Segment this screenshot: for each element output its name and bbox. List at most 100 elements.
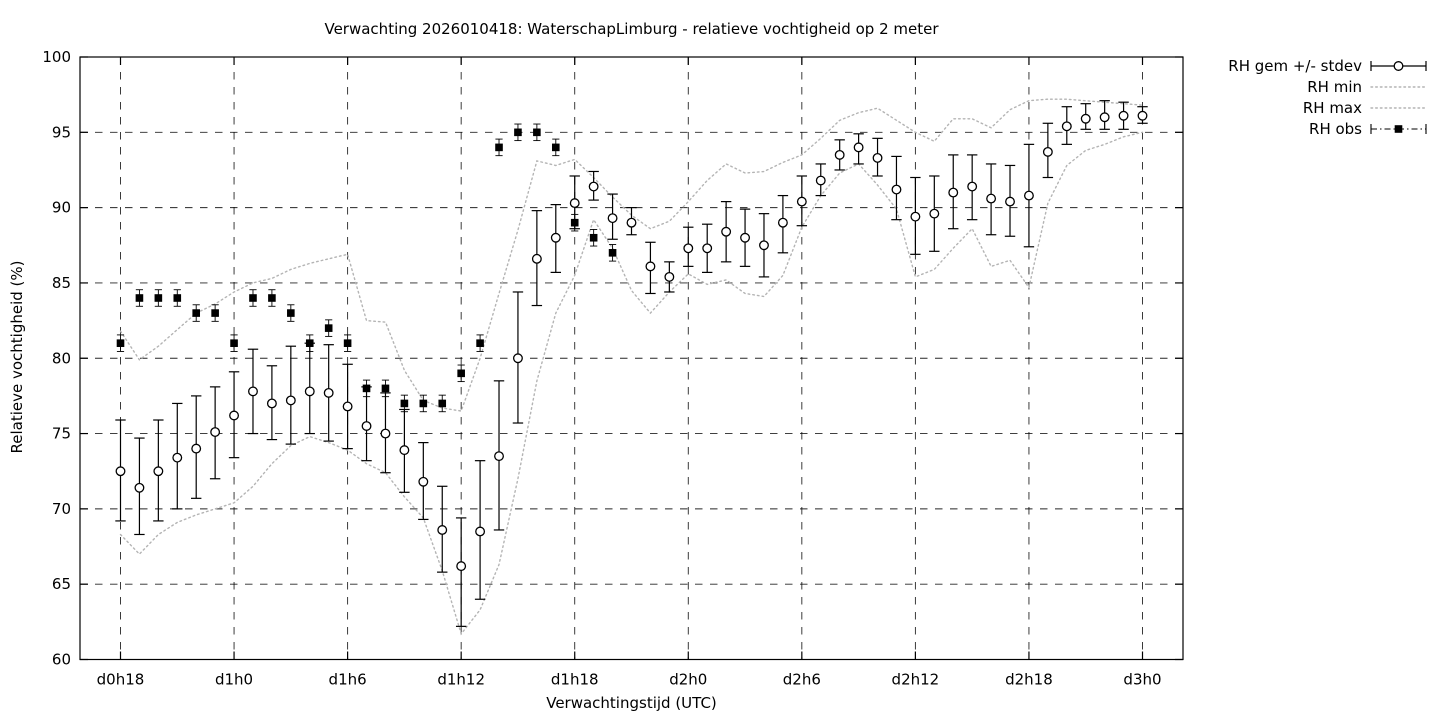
rh-gem-point: [474, 460, 486, 600]
rh-obs-point: [551, 138, 560, 157]
rh-gem-marker: [588, 181, 599, 192]
rh-gem-point: [1080, 103, 1091, 130]
legend-label: RH min: [1307, 78, 1362, 96]
rh-obs-marker: [570, 218, 579, 227]
series-rh-min: [119, 131, 1144, 636]
rh-gem-point: [702, 223, 713, 273]
rh-obs-point: [533, 123, 541, 142]
series-rh-max: [119, 98, 1144, 412]
rh-gem-point: [550, 204, 561, 273]
rh-gem-marker: [153, 466, 164, 477]
rh-obs-marker: [533, 128, 541, 137]
rh-gem-point: [966, 154, 978, 221]
x-tick-label: d1h12: [437, 671, 485, 689]
chart-title: Verwachting 2026010418: WaterschapLimbur…: [324, 20, 939, 38]
rh-obs-marker: [305, 339, 314, 347]
rh-obs-marker: [135, 294, 144, 302]
rh-obs-point: [230, 334, 238, 352]
x-tick-label: d2h0: [669, 671, 707, 689]
rh-gem-marker: [248, 386, 258, 397]
rh-gem-point: [645, 241, 656, 295]
rh-obs-marker: [476, 339, 484, 347]
rh-obs-point: [192, 304, 201, 322]
rh-gem-marker: [172, 452, 183, 463]
rh-obs-point: [324, 319, 333, 337]
rh-gem-marker: [550, 232, 561, 243]
rh-obs-point: [211, 304, 219, 322]
rh-gem-point: [493, 380, 505, 531]
rh-gem-point: [777, 194, 789, 254]
rh-gem-point: [607, 193, 618, 240]
rh-gem-point: [626, 207, 637, 236]
rh-gem-marker: [891, 184, 902, 195]
rh-gem-point: [985, 163, 997, 236]
rh-gem-marker: [304, 386, 315, 397]
rh-obs-point: [173, 289, 182, 307]
series-rh-min-line: [119, 131, 1144, 636]
rh-gem-point: [1118, 101, 1129, 130]
series-rh-gem: [115, 100, 1148, 627]
rh-gem-point: [910, 176, 921, 255]
rh-gem-point: [815, 163, 826, 197]
rh-gem-marker: [683, 243, 694, 254]
rh-gem-marker: [134, 482, 145, 493]
rh-gem-marker: [645, 261, 656, 272]
rh-gem-marker: [380, 428, 391, 439]
rh-obs-marker: [211, 309, 219, 317]
rh-gem-marker: [512, 353, 523, 364]
rh-gem-marker: [1042, 146, 1053, 157]
rh-obs-marker: [438, 399, 447, 408]
rh-gem-marker: [399, 445, 410, 456]
rh-gem-point: [720, 201, 732, 263]
axes: [79, 56, 1184, 661]
rh-gem-marker: [115, 466, 126, 477]
rh-gem-point: [228, 371, 240, 459]
rh-gem-point: [172, 402, 183, 510]
rh-gem-marker: [418, 476, 429, 487]
y-tick-label: 90: [52, 199, 71, 217]
rh-obs-marker: [381, 384, 390, 393]
legend-entry-rh-gem-stdev: RH gem +/- stdev: [1228, 57, 1427, 75]
rh-gem-point: [1137, 106, 1148, 124]
legend-entry-rh-min: RH min: [1307, 78, 1427, 96]
rh-gem-marker: [759, 240, 769, 251]
rh-gem-point: [153, 419, 164, 522]
y-tick-label: 70: [52, 500, 71, 518]
rh-gem-point: [512, 291, 524, 424]
rh-gem-marker: [437, 525, 448, 535]
y-tick-label: 85: [52, 274, 71, 292]
rh-obs-marker: [154, 294, 163, 302]
rh-obs-point: [381, 379, 390, 398]
rh-obs-point: [476, 334, 484, 352]
rh-gem-point: [304, 342, 315, 435]
rh-obs-marker: [362, 384, 371, 393]
rh-gem-point: [342, 363, 353, 450]
y-tick-label: 100: [42, 48, 71, 66]
rh-gem-point: [588, 170, 599, 201]
x-tick-label: d3h0: [1123, 671, 1161, 689]
rh-gem-point: [872, 137, 883, 177]
rh-gem-marker: [323, 387, 334, 398]
series-rh-max-line: [119, 98, 1144, 412]
rh-gem-point: [380, 392, 391, 474]
y-axis-label: Relatieve vochtigheid (%): [8, 260, 26, 454]
rh-obs-point: [305, 334, 314, 352]
grid: [80, 57, 1183, 660]
rh-gem-marker: [702, 243, 713, 254]
legend-entry-rh-obs: RH obs: [1309, 120, 1427, 138]
rh-gem-marker: [342, 401, 353, 412]
rh-obs-marker: [324, 324, 333, 332]
rh-gem-marker: [834, 149, 845, 160]
rh-obs-marker: [287, 309, 295, 317]
rh-gem-marker: [266, 398, 277, 409]
rh-obs-point: [135, 289, 144, 307]
rh-gem-marker: [229, 410, 240, 421]
rh-gem-point: [891, 155, 902, 221]
rh-obs-marker: [514, 128, 522, 137]
rh-gem-marker: [1061, 121, 1072, 132]
rh-gem-marker: [721, 226, 732, 237]
y-tick-label: 80: [52, 349, 71, 367]
rh-gem-point: [115, 419, 126, 522]
rh-gem-point: [1023, 143, 1035, 248]
